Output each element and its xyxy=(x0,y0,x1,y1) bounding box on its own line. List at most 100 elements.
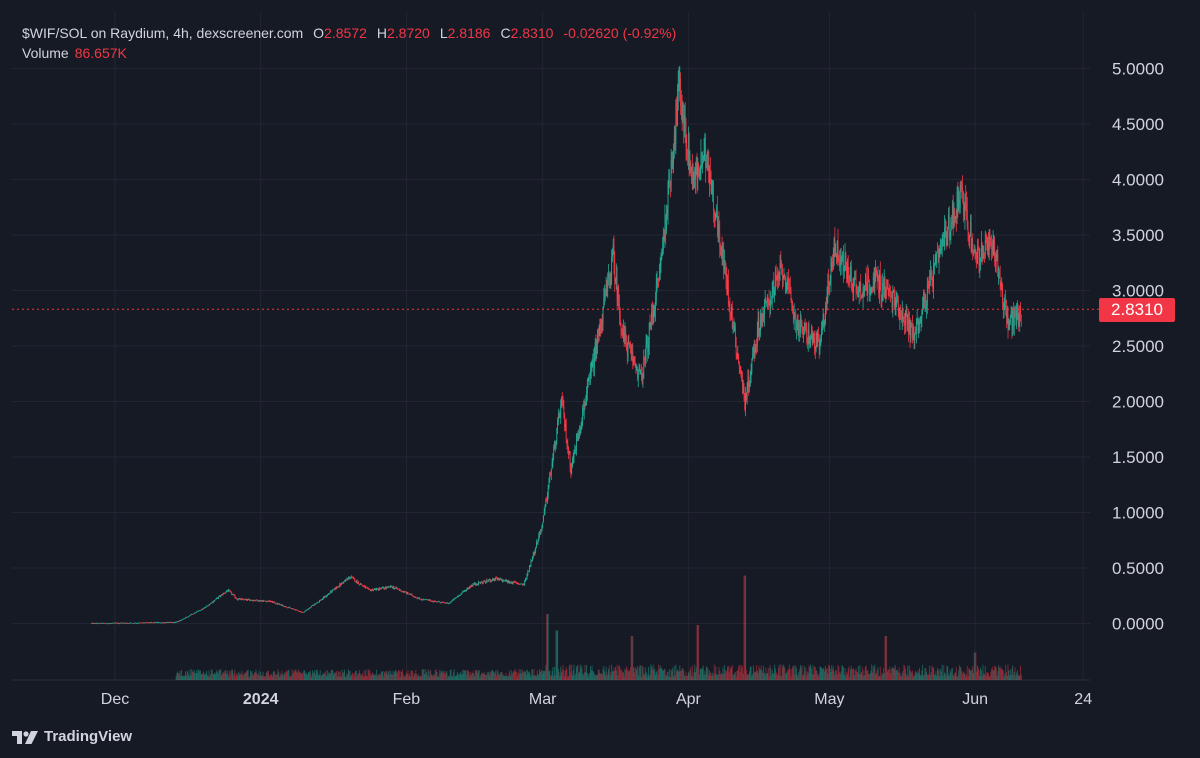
volume-bar xyxy=(229,674,231,680)
candle-body xyxy=(491,580,493,582)
volume-bar xyxy=(459,674,461,680)
volume-bar xyxy=(721,673,723,680)
candle-body xyxy=(865,274,866,287)
volume-bar xyxy=(975,652,977,680)
volume-bar xyxy=(876,670,878,680)
candle-body xyxy=(624,331,626,341)
volume-bar xyxy=(924,668,926,680)
candle-body xyxy=(571,467,573,474)
volume-bar xyxy=(737,670,739,680)
volume-bar xyxy=(702,668,703,680)
volume-bar xyxy=(640,665,642,680)
volume-bar xyxy=(609,672,611,680)
volume-bar xyxy=(733,674,735,680)
candle-body xyxy=(202,608,204,610)
candle-body xyxy=(761,313,763,326)
candle-body xyxy=(557,420,558,429)
volume-bar xyxy=(834,675,836,680)
volume-bar xyxy=(1002,670,1004,680)
volume-bar xyxy=(767,668,769,680)
candle-body xyxy=(98,623,99,624)
candle-body xyxy=(398,588,399,590)
candle-body xyxy=(221,594,223,596)
volume-bar xyxy=(851,668,853,680)
candle-body xyxy=(369,589,370,590)
volume-bar xyxy=(251,671,253,680)
candle-body xyxy=(341,582,343,584)
candle-body xyxy=(239,598,240,600)
candle-body xyxy=(912,326,914,339)
volume-bar xyxy=(571,675,573,680)
candle-body xyxy=(825,306,827,310)
volume-bar xyxy=(428,676,430,680)
volume-bar xyxy=(783,666,785,680)
candle-body xyxy=(999,275,1001,283)
volume-bar xyxy=(581,665,583,680)
volume-bar xyxy=(320,676,322,680)
candle-body xyxy=(97,623,99,625)
volume-bar xyxy=(843,667,844,680)
volume-bar xyxy=(230,671,232,680)
volume-bar xyxy=(868,674,870,680)
volume-bar xyxy=(848,666,850,680)
volume-bar xyxy=(771,669,773,680)
candle-body xyxy=(98,623,100,624)
volume-bar xyxy=(795,665,797,680)
candle-body xyxy=(832,253,834,269)
open-label: O xyxy=(313,25,325,41)
candle-body xyxy=(652,315,654,320)
candle-body xyxy=(735,346,737,355)
candle-body xyxy=(632,351,634,363)
volume-bar xyxy=(808,665,810,680)
volume-bar xyxy=(585,671,587,680)
candle-body xyxy=(821,327,822,338)
volume-bar xyxy=(1009,675,1011,680)
tradingview-brand[interactable]: TradingView xyxy=(12,728,132,745)
candle-body xyxy=(678,85,680,87)
volume-bar xyxy=(220,669,222,680)
volume-bar xyxy=(815,670,817,680)
candle-body xyxy=(868,275,869,281)
candle-body xyxy=(435,601,437,603)
volume-bar xyxy=(277,669,279,680)
volume-bar xyxy=(698,674,700,680)
volume-bar xyxy=(655,671,657,680)
volume-bar xyxy=(365,675,367,680)
candle-body xyxy=(303,612,305,613)
candle-body xyxy=(955,216,956,219)
volume-bar xyxy=(952,675,954,680)
candle-body xyxy=(339,583,341,587)
candle-body xyxy=(669,173,670,182)
candle-body xyxy=(453,599,454,601)
candle-body xyxy=(1014,311,1016,313)
volume-bar xyxy=(918,672,920,680)
candle-body xyxy=(951,221,952,224)
candle-body xyxy=(751,358,753,372)
candle-body xyxy=(775,274,777,278)
candle-body xyxy=(644,357,645,361)
volume-bar xyxy=(987,673,989,680)
volume-bar xyxy=(409,676,411,680)
candle-body xyxy=(228,589,230,591)
volume-bar xyxy=(190,674,192,680)
volume-bar xyxy=(618,665,620,680)
candle-body xyxy=(174,622,175,623)
candle-body xyxy=(670,160,672,186)
volume-bar xyxy=(395,671,397,680)
volume-bar xyxy=(326,670,328,680)
candle-body xyxy=(651,311,652,324)
volume-bar xyxy=(478,669,480,680)
volume-bar xyxy=(595,675,597,680)
candle-body xyxy=(702,162,703,167)
candle-body xyxy=(465,590,467,591)
volume-bar xyxy=(665,674,667,680)
candle-body xyxy=(126,622,128,624)
candle-body xyxy=(732,325,734,328)
candle-body xyxy=(660,258,662,266)
candle-body xyxy=(183,618,185,620)
candle-body xyxy=(819,342,821,350)
volume-bar xyxy=(294,669,296,680)
candle-body xyxy=(498,578,500,580)
volume-bar xyxy=(1009,669,1011,680)
